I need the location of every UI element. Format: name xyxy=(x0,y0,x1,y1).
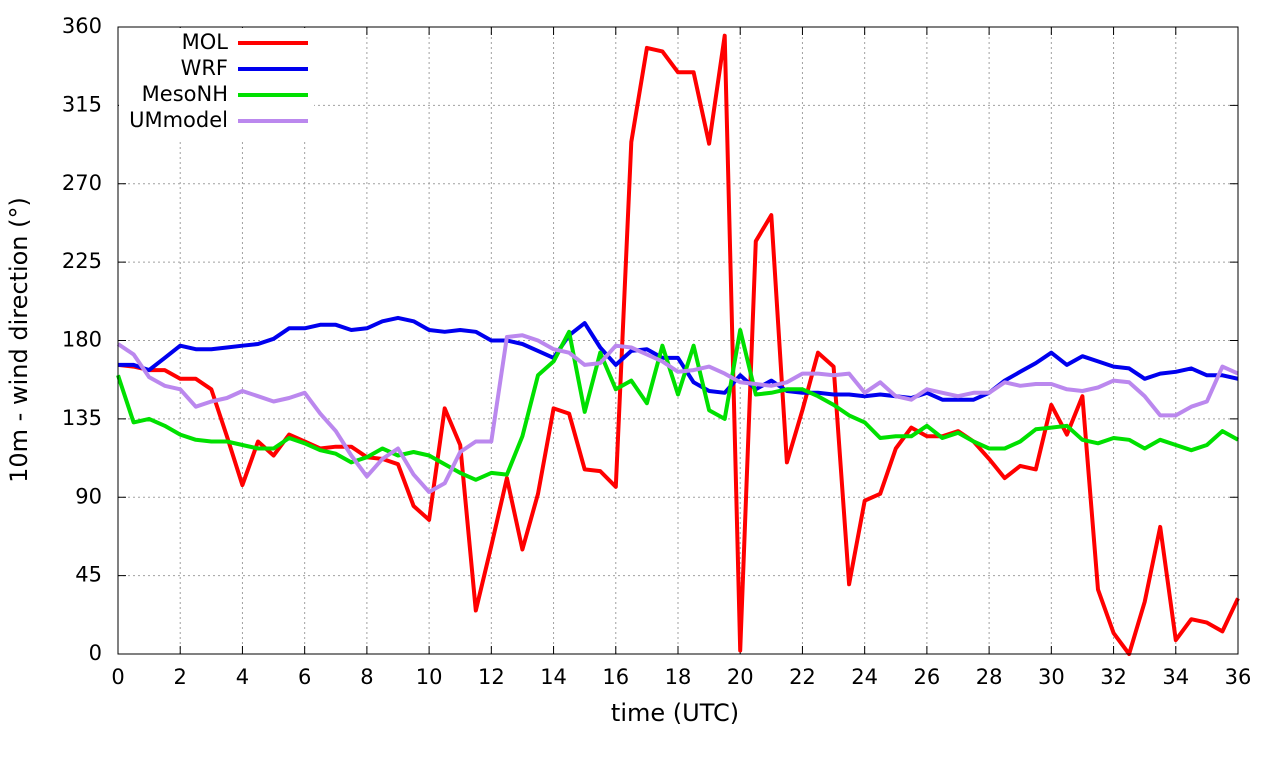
x-tick-label: 10 xyxy=(416,665,443,689)
series-line xyxy=(118,315,1239,402)
x-tick-label: 28 xyxy=(976,665,1003,689)
legend-label: MOL xyxy=(182,30,229,54)
y-tick-label: 225 xyxy=(62,249,102,273)
plot-frame xyxy=(117,26,1239,655)
series-line xyxy=(116,333,1239,494)
x-tick-label: 6 xyxy=(298,665,311,689)
y-tick-label: 270 xyxy=(62,171,102,195)
y-tick-label: 0 xyxy=(89,641,102,665)
x-tick-label: 34 xyxy=(1162,665,1189,689)
y-tick-label: 360 xyxy=(62,14,102,38)
y-tick-label: 315 xyxy=(62,92,102,116)
legend-label: UMmodel xyxy=(129,108,228,132)
x-tick-label: 8 xyxy=(360,665,373,689)
legend-label: WRF xyxy=(181,56,228,80)
x-tick-label: 36 xyxy=(1225,665,1252,689)
y-tick-label: 180 xyxy=(62,328,102,352)
x-tick-label: 0 xyxy=(111,665,124,689)
y-tick-label: 45 xyxy=(75,563,102,587)
x-tick-label: 16 xyxy=(602,665,629,689)
series-line xyxy=(116,328,1239,482)
x-tick-label: 30 xyxy=(1038,665,1065,689)
x-tick-label: 20 xyxy=(727,665,754,689)
x-tick-label: 22 xyxy=(789,665,816,689)
x-tick-label: 2 xyxy=(174,665,187,689)
x-tick-label: 32 xyxy=(1100,665,1127,689)
x-axis-label: time (UTC) xyxy=(611,699,739,727)
legend-label: MesoNH xyxy=(142,82,228,106)
y-axis-label: 10m - wind direction (°) xyxy=(5,197,33,483)
x-tick-label: 4 xyxy=(236,665,249,689)
x-tick-label: 14 xyxy=(540,665,567,689)
x-tick-label: 12 xyxy=(478,665,505,689)
y-tick-label: 135 xyxy=(62,406,102,430)
y-tick-label: 90 xyxy=(75,484,102,508)
x-tick-label: 24 xyxy=(851,665,878,689)
x-tick-label: 26 xyxy=(914,665,941,689)
x-tick-label: 18 xyxy=(665,665,692,689)
